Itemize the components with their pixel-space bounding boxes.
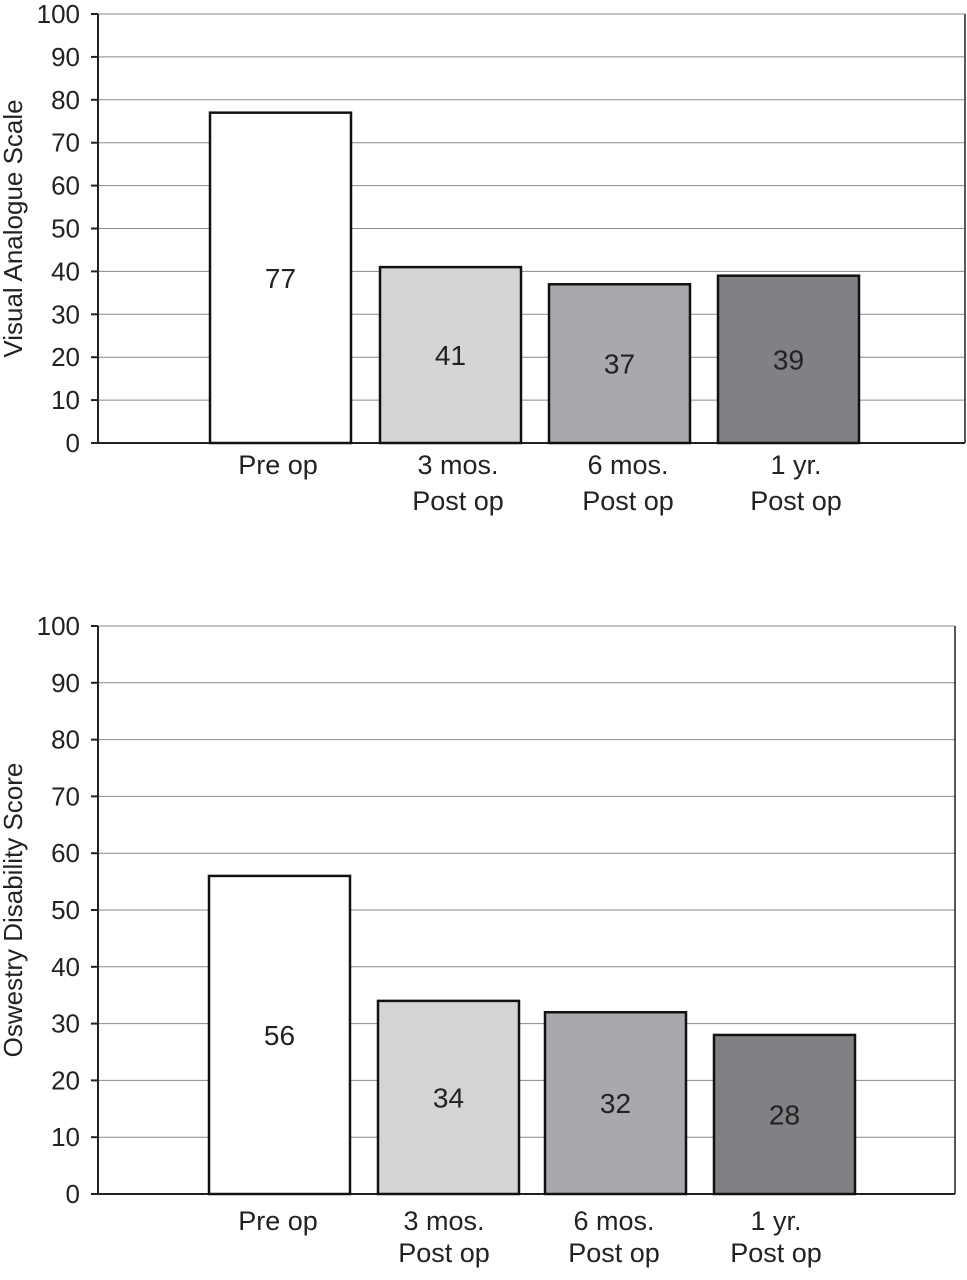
y-tick-label: 40 (51, 256, 80, 286)
y-tick-label: 10 (51, 1122, 80, 1152)
y-tick-label: 20 (51, 342, 80, 372)
y-tick-label: 100 (37, 611, 80, 641)
y-tick-label: 50 (51, 895, 80, 925)
y-tick-label: 0 (66, 428, 80, 458)
y-tick-label: 90 (51, 668, 80, 698)
y-tick-label: 100 (37, 0, 80, 29)
x-tick-label: 6 mos. (573, 1206, 654, 1236)
x-tick-label-line2: Post op (730, 1238, 822, 1268)
x-tick-label: 6 mos. (587, 450, 668, 480)
x-tick-label-line2: Post op (568, 1238, 660, 1268)
y-tick-label: 80 (51, 85, 80, 115)
y-tick-label: 10 (51, 385, 80, 415)
x-tick-label-line2: Post op (398, 1238, 490, 1268)
y-tick-label: 30 (51, 1009, 80, 1039)
x-tick-label: Pre op (238, 1206, 318, 1236)
y-tick-label: 70 (51, 781, 80, 811)
y-axis-label: Visual Analogue Scale (0, 99, 28, 357)
y-tick-label: 40 (51, 952, 80, 982)
bar (207, 874, 352, 1196)
bar (376, 999, 521, 1196)
x-tick-label-line2: Post op (412, 486, 504, 516)
y-tick-label: 30 (51, 299, 80, 329)
bar-value-label: 39 (773, 344, 804, 375)
x-tick-label: 1 yr. (770, 450, 821, 480)
y-tick-label: 60 (51, 838, 80, 868)
bar (716, 274, 861, 445)
y-tick-label: 60 (51, 171, 80, 201)
y-tick-label: 50 (51, 214, 80, 244)
x-tick-label-line2: Post op (750, 486, 842, 516)
y-tick-label: 0 (66, 1179, 80, 1209)
bar (543, 1010, 688, 1196)
y-axis-label: Oswestry Disability Score (0, 763, 28, 1058)
bar-value-label: 34 (433, 1082, 464, 1113)
x-tick-label: 1 yr. (750, 1206, 801, 1236)
bar-value-label: 32 (600, 1088, 631, 1119)
chart-visual-analogue-scale: 0 10 20 30 40 50 60 70 80 90 100 77 41 37 39 Pre op 3 mo… (0, 0, 966, 516)
bar-value-label: 56 (264, 1020, 295, 1051)
y-tick-label: 90 (51, 42, 80, 72)
bar-value-label: 41 (435, 340, 466, 371)
bar (208, 111, 353, 445)
x-tick-label: 3 mos. (403, 1206, 484, 1236)
bar (712, 1033, 857, 1196)
bar-value-label: 77 (265, 263, 296, 294)
bar-value-label: 37 (604, 349, 635, 380)
bar-value-label: 28 (769, 1099, 800, 1130)
y-tick-label: 70 (51, 128, 80, 158)
x-tick-label: Pre op (238, 450, 318, 480)
x-tick-label: 3 mos. (417, 450, 498, 480)
bar (378, 265, 523, 445)
y-tick-label: 20 (51, 1065, 80, 1095)
bar (547, 283, 692, 445)
y-tick-label: 80 (51, 725, 80, 755)
chart-oswestry-disability-score: 0 10 20 30 40 50 60 70 80 90 100 56 34 32 28 Pre op 3 mo… (0, 611, 956, 1268)
x-tick-label-line2: Post op (582, 486, 674, 516)
